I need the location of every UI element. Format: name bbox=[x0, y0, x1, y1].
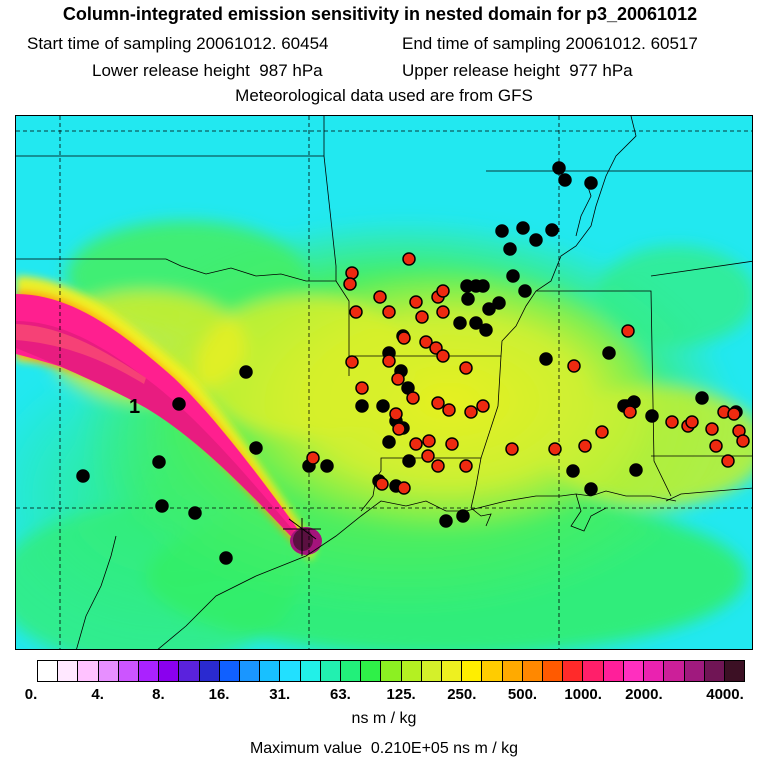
colorbar-segment bbox=[543, 661, 564, 681]
colorbar-segment bbox=[280, 661, 301, 681]
colorbar-segment bbox=[139, 661, 160, 681]
red-dots bbox=[306, 252, 750, 495]
colorbar-segment bbox=[341, 661, 362, 681]
colorbar-segment bbox=[684, 661, 705, 681]
colorbar-segment bbox=[260, 661, 281, 681]
colorbar-tick-label: 0. bbox=[24, 686, 38, 703]
colorbar-segment bbox=[58, 661, 79, 681]
colorbar-segment bbox=[563, 661, 584, 681]
colorbar-segment bbox=[704, 661, 725, 681]
colorbar-segment bbox=[401, 661, 422, 681]
colorbar-segment bbox=[38, 661, 59, 681]
colorbar-segment bbox=[462, 661, 483, 681]
sensitivity-map: 1 bbox=[15, 115, 753, 650]
receptor-markers bbox=[76, 161, 750, 565]
colorbar-tick-label: 1000. bbox=[564, 686, 602, 703]
release-number-label: 1 bbox=[129, 396, 140, 418]
colorbar-segment bbox=[98, 661, 119, 681]
colorbar-tick-label: 500. bbox=[507, 686, 538, 703]
colorbar bbox=[37, 660, 745, 682]
start-time: Start time of sampling 20061012. 60454 bbox=[27, 34, 329, 53]
colorbar-segment bbox=[381, 661, 402, 681]
colorbar-segment bbox=[199, 661, 220, 681]
map-svg: 1 bbox=[16, 116, 752, 649]
maximum-value: Maximum value 0.210E+05 ns m / kg bbox=[249, 740, 519, 757]
colorbar-segment bbox=[159, 661, 180, 681]
colorbar-segment bbox=[603, 661, 624, 681]
colorbar-segment bbox=[219, 661, 241, 681]
colorbar-segment bbox=[583, 661, 604, 681]
colorbar-segment bbox=[240, 661, 261, 681]
colorbar-tick-label: 8. bbox=[152, 686, 165, 703]
plume-core bbox=[16, 321, 308, 552]
lower-release-height: Lower release height 987 hPa bbox=[92, 61, 323, 80]
colorbar-tick-label: 2000. bbox=[625, 686, 663, 703]
colorbar-segment bbox=[482, 661, 503, 681]
colorbar-segment bbox=[421, 661, 443, 681]
colorbar-segment bbox=[320, 661, 342, 681]
colorbar-segment bbox=[522, 661, 544, 681]
end-time: End time of sampling 20061012. 60517 bbox=[402, 34, 698, 53]
colorbar-tick-label: 31. bbox=[269, 686, 291, 703]
colorbar-segment bbox=[118, 661, 140, 681]
upper-release-height: Upper release height 977 hPa bbox=[402, 61, 633, 80]
lat-lon-grid bbox=[16, 116, 752, 649]
met-data-note: Meteorological data used are from GFS bbox=[235, 86, 533, 105]
colorbar-segment bbox=[300, 661, 321, 681]
colorbar-tick-label: 125. bbox=[386, 686, 416, 703]
colorbar-tick-label: 4000. bbox=[706, 686, 744, 703]
colorbar-segment bbox=[502, 661, 523, 681]
colorbar-segment bbox=[644, 661, 665, 681]
colorbar-segment bbox=[623, 661, 645, 681]
colorbar-segment bbox=[78, 661, 99, 681]
colorbar-tick-label: 250. bbox=[447, 686, 477, 703]
state-boundaries bbox=[16, 116, 752, 649]
colorbar-tick-label: 63. bbox=[329, 686, 351, 703]
source-core bbox=[293, 529, 313, 551]
colorbar-tick-label: 4. bbox=[91, 686, 104, 703]
colorbar-segment bbox=[664, 661, 685, 681]
colorbar-segment bbox=[724, 661, 745, 681]
colorbar-segment bbox=[361, 661, 382, 681]
field-shading bbox=[16, 216, 752, 649]
colorbar-tick-label: 16. bbox=[208, 686, 230, 703]
plot-title: Column-integrated emission sensitivity i… bbox=[62, 4, 698, 24]
colorbar-units: ns m / kg bbox=[351, 710, 417, 727]
colorbar-segment bbox=[179, 661, 200, 681]
source-cross-icon bbox=[283, 518, 321, 556]
colorbar-segment bbox=[442, 661, 463, 681]
